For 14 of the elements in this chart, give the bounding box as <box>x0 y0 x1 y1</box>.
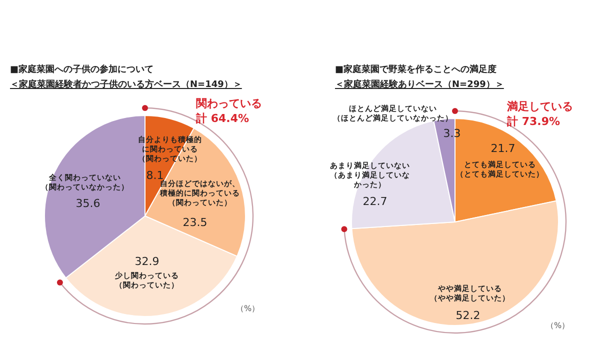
data-label: 52.2 <box>456 308 480 322</box>
text: 満足している計 73.9% <box>507 99 574 129</box>
data-label: 22.7 <box>362 194 388 208</box>
data-label: 21.7 <box>490 142 516 155</box>
chart-subtitle: ＜家庭菜園経験者かつ子供のいる方ベース（N=149）＞ <box>10 78 242 91</box>
chart-title: ■家庭菜園への子供の参加について <box>10 63 155 76</box>
text: （%） <box>236 303 260 314</box>
data-label: 32.9 <box>134 254 160 268</box>
chart-title: ■家庭菜園で野菜を作ることへの満足度 <box>335 63 498 76</box>
data-label: 35.6 <box>76 196 100 210</box>
chart-subtitle: ＜家庭菜園経験ありベース（N=299）＞ <box>335 78 504 91</box>
data-label: 23.5 <box>182 216 208 229</box>
text: 関わっている計 64.4% <box>196 96 263 126</box>
text: （%） <box>546 320 570 331</box>
